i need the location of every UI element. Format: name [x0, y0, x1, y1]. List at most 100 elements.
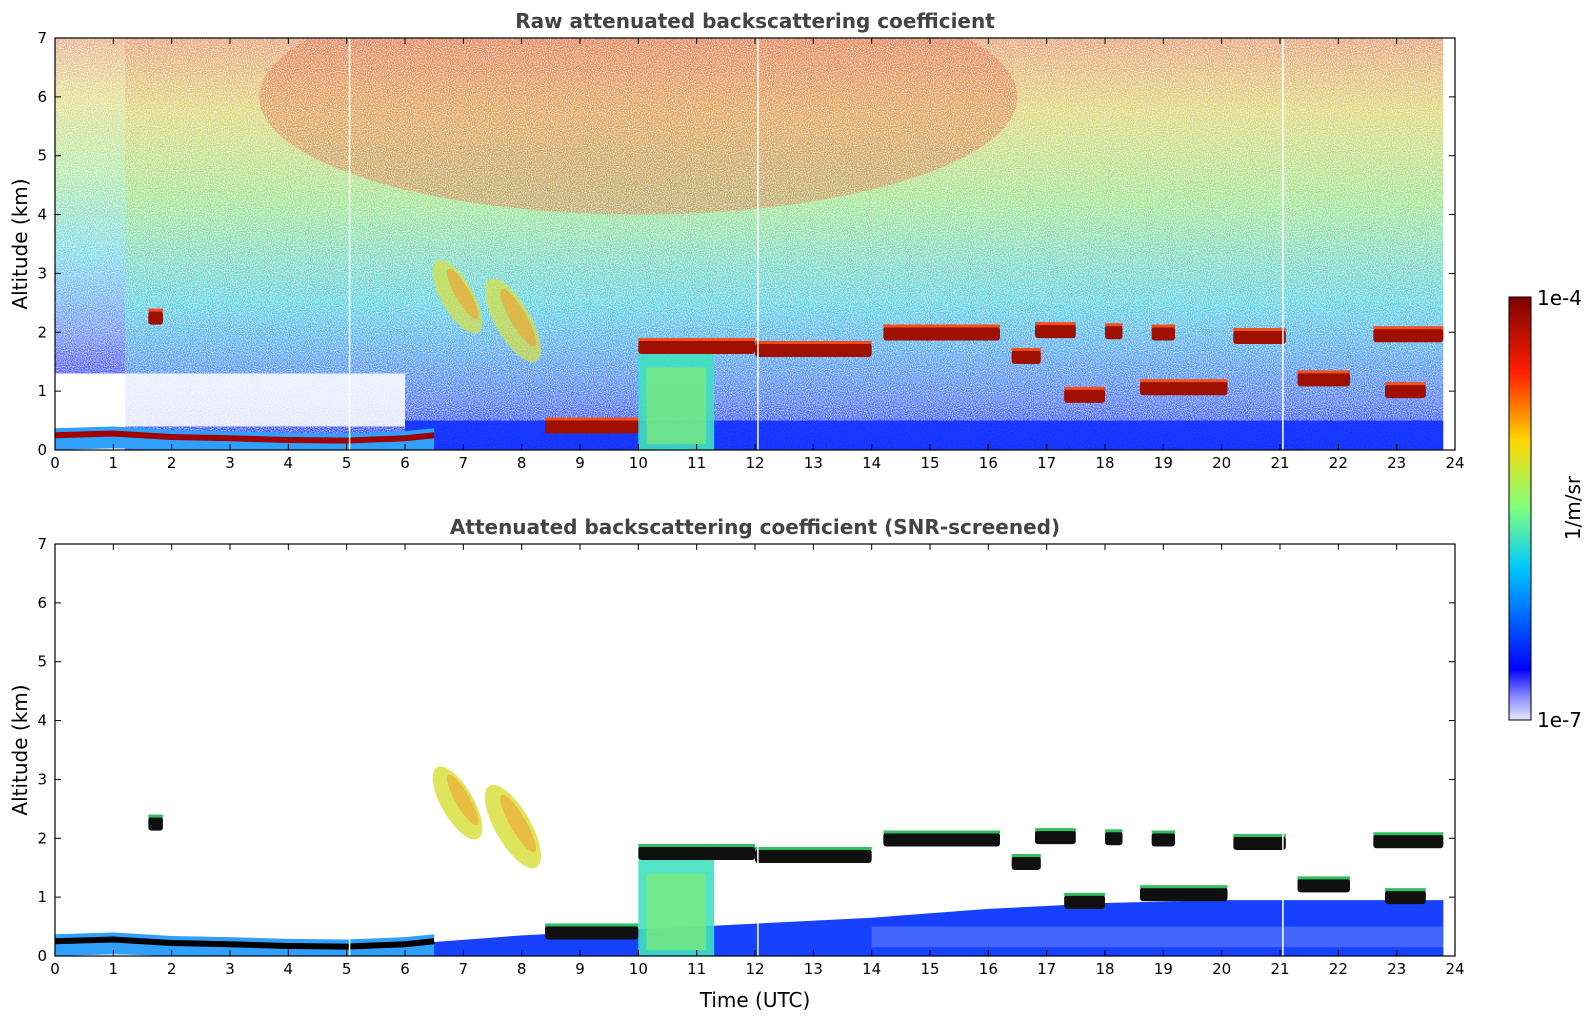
x-tick-label: 16: [979, 960, 998, 978]
colorbar-frame: [1508, 296, 1532, 721]
heatmap-area: [55, 544, 1455, 956]
x-tick-label: 15: [920, 454, 939, 472]
cloud-layer-edge: [638, 338, 755, 341]
y-tick-label: 6: [37, 594, 47, 612]
cloud-layer: [1233, 835, 1286, 850]
x-tick-label: 19: [1154, 454, 1173, 472]
x-tick-label: 10: [629, 454, 648, 472]
cloud-layer: [755, 342, 872, 357]
speckle-overlay: [55, 38, 1455, 450]
precipitation-core: [646, 873, 707, 951]
cloud-layer-edge: [1233, 327, 1286, 331]
x-tick-label: 3: [225, 454, 235, 472]
cloud-layer: [1151, 832, 1175, 847]
x-axis-label: Time (UTC): [699, 988, 811, 1012]
x-tick-label: 1: [109, 454, 119, 472]
y-tick-label: 1: [37, 382, 47, 400]
y-tick-label: 5: [37, 653, 47, 671]
chart-title: Raw attenuated backscattering coefficien…: [515, 9, 995, 33]
heatmap-area: [55, 38, 1455, 450]
chart-title: Attenuated backscattering coefficient (S…: [450, 515, 1060, 539]
boundary-layer-top: [55, 430, 435, 444]
no-data-strip: [1443, 38, 1455, 450]
heatmap-background: [55, 544, 1455, 956]
x-tick-label: 12: [745, 454, 764, 472]
x-tick-label: 9: [575, 454, 585, 472]
cloud-layer-edge: [1105, 829, 1123, 833]
cloud-layer: [755, 848, 872, 863]
cloud-layer: [545, 925, 639, 940]
cloud-layer-edge: [1035, 322, 1076, 326]
boundary-layer-top: [55, 936, 435, 950]
cloud-layer-edge: [1140, 885, 1228, 889]
x-tick-label: 16: [979, 454, 998, 472]
raw-backscatter-panel: Raw attenuated backscattering coefficien…: [8, 9, 1465, 472]
cloud-layer-edge: [755, 846, 872, 850]
y-tick-label: 3: [37, 264, 47, 282]
cloud-layer-edge: [1151, 324, 1175, 328]
cloud-layer-edge: [1140, 379, 1228, 383]
x-tick-label: 8: [517, 960, 527, 978]
y-axis-label: Altitude (km): [8, 178, 32, 309]
x-tick-label: 0: [50, 960, 60, 978]
x-tick-label: 24: [1445, 454, 1464, 472]
x-tick-label: 17: [1037, 960, 1056, 978]
cloud-layer: [1140, 381, 1228, 396]
y-tick-label: 2: [37, 829, 47, 847]
x-tick-label: 1: [109, 960, 119, 978]
colorbar-min-label: 1e-7: [1537, 708, 1582, 732]
x-tick-label: 9: [575, 960, 585, 978]
cloud-layer-edge: [1297, 370, 1350, 374]
x-tick-label: 5: [342, 960, 352, 978]
cloud-layer: [883, 832, 1000, 847]
y-tick-label: 0: [37, 947, 47, 965]
x-tick-label: 23: [1387, 454, 1406, 472]
cloud-layer-edge: [1064, 386, 1105, 390]
x-tick-label: 4: [284, 454, 294, 472]
x-tick-label: 3: [225, 960, 235, 978]
cloud-layer-edge: [545, 923, 639, 927]
y-tick-label: 5: [37, 147, 47, 165]
cloud-layer: [1151, 326, 1175, 341]
x-tick-label: 22: [1329, 960, 1348, 978]
cloud-layer-edge: [1011, 854, 1041, 858]
x-tick-label: 24: [1445, 960, 1464, 978]
x-tick-label: 6: [400, 960, 410, 978]
cloud-layer: [638, 846, 755, 860]
cloud-layer-edge: [545, 417, 639, 421]
cloud-layer-edge: [883, 830, 1000, 834]
x-tick-label: 4: [284, 960, 294, 978]
x-tick-label: 14: [862, 960, 881, 978]
x-tick-label: 0: [50, 454, 60, 472]
x-tick-label: 17: [1037, 454, 1056, 472]
aerosol-plume-core: [500, 794, 536, 853]
x-tick-label: 6: [400, 454, 410, 472]
cloud-layer-edge: [148, 814, 163, 818]
cloud-layer: [1011, 350, 1041, 365]
y-tick-label: 6: [37, 88, 47, 106]
x-tick-label: 23: [1387, 960, 1406, 978]
x-tick-label: 11: [687, 960, 706, 978]
surface-layer: [871, 926, 1444, 948]
cloud-layer-edge: [1151, 830, 1175, 834]
x-tick-label: 7: [459, 960, 469, 978]
cloud-layer: [1064, 388, 1105, 403]
cloud-layer-edge: [1105, 323, 1123, 327]
x-tick-label: 18: [1095, 960, 1114, 978]
y-tick-label: 4: [37, 712, 47, 730]
y-tick-label: 1: [37, 888, 47, 906]
cloud-layer-edge: [1064, 892, 1105, 896]
cloud-layer: [1373, 834, 1444, 849]
cloud-layer: [1385, 890, 1426, 905]
x-tick-label: 15: [920, 960, 939, 978]
cloud-layer: [1297, 878, 1350, 893]
y-axis-label: Altitude (km): [8, 684, 32, 815]
cloud-layer-edge: [1011, 348, 1041, 352]
cloud-layer: [1297, 372, 1350, 387]
x-tick-label: 21: [1270, 454, 1289, 472]
y-tick-label: 7: [37, 535, 47, 553]
screened-backscatter-panel: Attenuated backscattering coefficient (S…: [8, 515, 1465, 1012]
axis-ticks: 0 1 2 3 4 5 6 7 8 9 10 11 12 13 14 15 16 17 18 19 20 21 22 23 24…: [37, 535, 1464, 978]
cloud-layer-edge: [148, 308, 163, 312]
cloud-layer-edge: [638, 844, 755, 847]
